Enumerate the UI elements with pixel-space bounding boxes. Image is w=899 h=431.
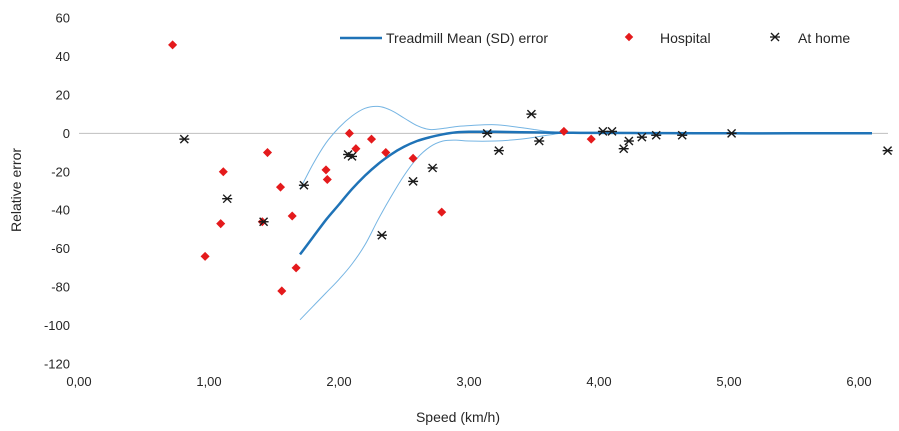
hospital-point <box>216 219 226 229</box>
y-tick-label: 0 <box>63 126 70 141</box>
hospital-point <box>218 167 228 177</box>
x-tick-label: 6,00 <box>846 374 871 389</box>
x-tick-label: 2,00 <box>326 374 351 389</box>
at-home-point <box>298 180 309 190</box>
y-tick-label: 40 <box>56 49 70 64</box>
at-home-point <box>726 128 737 138</box>
hospital-point <box>408 153 418 163</box>
legend-swatch-hospital <box>624 32 634 42</box>
at-home-point <box>651 130 662 140</box>
hospital-point <box>559 126 569 136</box>
series-at-home-points <box>179 109 893 240</box>
at-home-point <box>258 217 269 227</box>
hospital-point <box>168 40 178 50</box>
y-tick-label: -60 <box>51 241 70 256</box>
at-home-point <box>493 146 504 156</box>
at-home-point <box>179 134 190 144</box>
at-home-point <box>408 176 419 186</box>
sd-upper-line <box>299 105 561 190</box>
at-home-point <box>677 130 688 140</box>
at-home-point <box>882 146 893 156</box>
at-home-point <box>534 136 545 146</box>
at-home-point <box>526 109 537 119</box>
hospital-point <box>262 148 273 158</box>
at-home-point <box>222 194 233 204</box>
legend-label-hospital: Hospital <box>660 30 711 46</box>
at-home-point <box>607 126 617 136</box>
y-axis-ticks: 60 40 20 0 -20 -40 -60 -80 -100 -120 <box>44 11 70 372</box>
at-home-point <box>427 163 438 173</box>
y-tick-label: -20 <box>51 164 70 179</box>
at-home-point <box>376 230 387 240</box>
at-home-point <box>623 136 634 146</box>
series-hospital-points <box>168 40 596 296</box>
y-tick-label: 60 <box>56 11 70 26</box>
at-home-point <box>597 126 608 136</box>
hospital-point <box>366 134 377 144</box>
x-tick-label: 5,00 <box>716 374 741 389</box>
y-axis-title: Relative error <box>8 148 24 232</box>
x-axis-title: Speed (km/h) <box>416 409 500 425</box>
y-tick-label: -80 <box>51 280 70 295</box>
legend-label-at-home: At home <box>798 30 850 46</box>
y-tick-label: 20 <box>56 87 70 102</box>
hospital-point <box>277 286 287 296</box>
sd-lower-line <box>299 132 561 321</box>
hospital-point <box>322 174 332 184</box>
legend-swatch-at-home <box>770 32 780 42</box>
legend-label-treadmill: Treadmill Mean (SD) error <box>386 30 548 46</box>
at-home-point <box>347 151 357 161</box>
hospital-point <box>381 148 391 158</box>
at-home-point <box>618 144 629 154</box>
y-tick-label: -40 <box>51 203 70 218</box>
hospital-point <box>275 182 286 192</box>
y-tick-label: -100 <box>44 318 70 333</box>
hospital-point <box>287 211 297 221</box>
x-tick-label: 1,00 <box>196 374 221 389</box>
hospital-point <box>437 207 447 217</box>
x-axis-ticks: 0,00 1,00 2,00 3,00 4,00 5,00 6,00 <box>66 374 871 389</box>
y-tick-label: -120 <box>44 357 70 372</box>
at-home-point <box>482 128 493 138</box>
hospital-point <box>351 144 361 154</box>
hospital-point <box>344 128 354 138</box>
hospital-point <box>321 165 331 175</box>
hospital-point <box>200 251 210 261</box>
legend: Treadmill Mean (SD) error Hospital At ho… <box>340 30 850 46</box>
at-home-point <box>636 132 647 142</box>
hospital-point <box>586 134 596 144</box>
x-tick-label: 3,00 <box>456 374 481 389</box>
hospital-point <box>291 263 301 273</box>
x-tick-label: 4,00 <box>586 374 611 389</box>
x-tick-label: 0,00 <box>66 374 91 389</box>
